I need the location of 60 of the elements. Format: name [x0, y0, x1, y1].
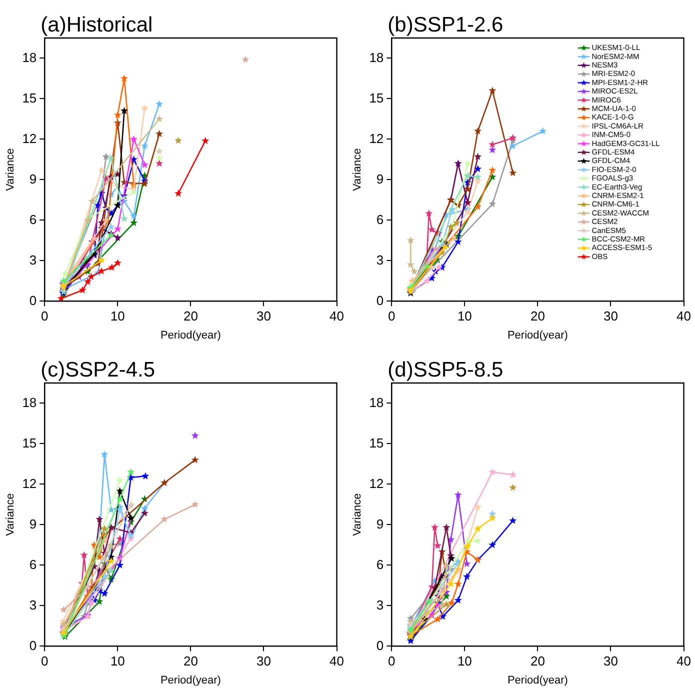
y-axis-title: Variance: [4, 148, 17, 191]
y-axis-title: Variance: [352, 148, 364, 191]
x-tick-label: 30: [256, 308, 271, 324]
x-tick-label: 40: [330, 308, 344, 324]
y-tick-label: 0: [29, 292, 37, 308]
y-tick-label: 9: [376, 516, 384, 532]
x-tick-label: 40: [676, 654, 692, 669]
y-axis-title: Variance: [352, 493, 364, 536]
x-tick-label: 30: [256, 654, 271, 669]
x-tick-label: 40: [676, 308, 692, 324]
chart-title: (d)SSP5-8.5: [388, 358, 504, 382]
y-tick-label: 6: [29, 556, 37, 572]
y-tick-label: 3: [29, 252, 37, 268]
x-axis-title: Period(year): [160, 329, 221, 342]
x-tick-label: 20: [183, 308, 198, 324]
x-tick-label: 30: [604, 308, 618, 324]
y-tick-label: 18: [22, 50, 37, 65]
chart-title: (c)SSP2-4.5: [40, 358, 156, 382]
y-tick-label: 6: [376, 556, 384, 572]
y-tick-label: 15: [22, 90, 37, 106]
y-tick-label: 12: [22, 476, 37, 491]
y-tick-label: 6: [376, 212, 384, 227]
chart-title: (b)SSP1-2.6: [388, 13, 504, 36]
x-tick-label: 0: [41, 308, 48, 324]
y-tick-label: 12: [369, 476, 384, 491]
y-tick-label: 9: [29, 516, 37, 532]
x-tick-label: 0: [388, 308, 396, 324]
x-tick-label: 20: [183, 654, 198, 669]
x-axis-title: Period(year): [507, 674, 568, 686]
y-tick-label: 0: [376, 638, 384, 653]
y-tick-label: 18: [369, 50, 384, 65]
y-tick-label: 15: [22, 435, 37, 450]
x-tick-label: 10: [110, 308, 125, 324]
x-tick-label: 20: [530, 654, 545, 669]
x-tick-label: 0: [41, 654, 48, 669]
y-tick-label: 0: [29, 638, 37, 653]
y-tick-label: 12: [22, 130, 37, 146]
x-tick-label: 0: [388, 654, 396, 669]
y-tick-label: 3: [376, 597, 384, 612]
y-tick-label: 9: [376, 171, 384, 186]
x-tick-label: 40: [330, 654, 344, 669]
x-axis-title: Period(year): [507, 329, 568, 342]
y-tick-label: 3: [376, 252, 384, 268]
y-tick-label: 0: [376, 292, 384, 308]
y-tick-label: 6: [29, 212, 37, 227]
chart-title: (a)Historical: [40, 13, 153, 36]
y-axis-title: Variance: [4, 493, 17, 536]
x-tick-label: 20: [530, 308, 545, 324]
x-axis-title: Period(year): [160, 674, 221, 686]
x-tick-label: 10: [110, 654, 125, 669]
x-tick-label: 30: [604, 654, 618, 669]
y-tick-label: 15: [369, 90, 384, 106]
y-tick-label: 3: [29, 597, 37, 612]
y-tick-label: 15: [369, 435, 384, 450]
y-tick-label: 18: [22, 394, 37, 410]
y-tick-label: 9: [29, 171, 37, 186]
y-tick-label: 18: [369, 394, 384, 410]
y-tick-label: 12: [369, 130, 384, 146]
x-tick-label: 10: [457, 308, 472, 324]
x-tick-label: 10: [457, 654, 472, 669]
